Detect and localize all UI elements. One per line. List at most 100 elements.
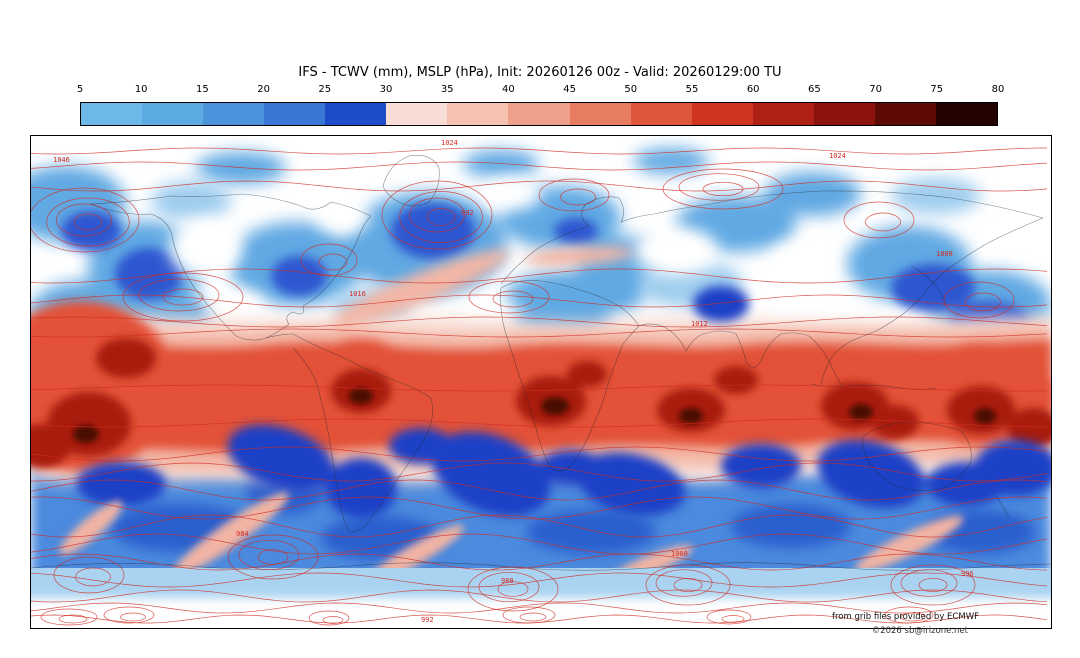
mslp-pressure-system [399, 191, 483, 243]
colorbar-segment [142, 103, 204, 125]
mslp-pressure-system [409, 197, 465, 233]
mslp-contour-label: 996 [961, 570, 974, 578]
mslp-pressure-system [478, 571, 540, 603]
mslp-isobar [31, 533, 1048, 555]
mslp-contour-label: 984 [236, 530, 249, 538]
colorbar-tick: 15 [196, 84, 209, 95]
map-frame: 1046 1024 1024 992 1016 1012 1008 984 988 992 1000… [30, 135, 1052, 629]
mslp-pressure-system [900, 612, 926, 622]
colorbar-tick: 60 [746, 84, 760, 95]
colorbar-segment [569, 103, 631, 125]
colorbar-segment [752, 103, 814, 125]
colorbar-segment [264, 103, 326, 125]
tcwv-fill-layer [31, 148, 1051, 628]
colorbar-tick: 55 [685, 84, 699, 95]
mslp-isobar [31, 446, 1048, 462]
mslp-pressure-system [381, 180, 493, 250]
mslp-pressure-system [662, 168, 784, 210]
mslp-pressure-system [673, 577, 703, 593]
mslp-pressure-system [322, 616, 344, 624]
mslp-pressure-system [492, 290, 534, 308]
mslp-pressure-system [467, 566, 559, 612]
colorbar-segment [935, 103, 997, 125]
mslp-pressure-system [678, 173, 760, 201]
data-credit: from grib files provided by ECMWF [832, 612, 979, 622]
mslp-isobar [31, 479, 1048, 501]
copyright-credit: ©2026 sb@irizone.net [871, 626, 968, 636]
mslp-contour-label: 1024 [441, 139, 458, 147]
mslp-contour-label: 1024 [829, 152, 846, 160]
mslp-pressure-system [890, 564, 976, 606]
colorbar-tick-labels: 5 10 15 20 25 30 35 40 45 50 55 60 65 70 75 80 [76, 84, 1005, 97]
mslp-pressure-system [120, 612, 146, 622]
mslp-isobar [31, 316, 1048, 328]
mslp-isobar [31, 161, 1048, 171]
mslp-pressure-system [75, 567, 111, 587]
colorbar-segment [81, 103, 143, 125]
mslp-contour-label: 992 [461, 209, 474, 217]
mslp-pressure-system [655, 569, 713, 597]
mslp-pressure-system [56, 203, 112, 237]
colorbar-segment [813, 103, 875, 125]
mslp-pressure-system [560, 188, 596, 206]
mslp-pressure-system [468, 280, 550, 314]
mslp-isobar [31, 418, 1048, 428]
colorbar-tick: 25 [318, 84, 332, 95]
mslp-isobar [31, 589, 1048, 603]
colorbar-tick: 50 [624, 84, 638, 95]
mslp-contour-labels: 1046 1024 1024 992 1016 1012 1008 984 988 992 1000… [53, 139, 974, 624]
mslp-pressure-system [300, 243, 358, 277]
mslp-isobar [31, 294, 1048, 308]
mslp-pressure-system [918, 577, 948, 593]
mslp-pressure-system [40, 608, 98, 626]
mslp-pressure-system [519, 612, 547, 622]
mslp-pressure-system [426, 208, 456, 226]
mslp-pressure-system [706, 609, 752, 625]
colorbar-tick: 65 [808, 84, 821, 95]
colorbar-tick: 45 [563, 84, 576, 95]
mslp-isobar [31, 462, 1048, 482]
colorbar-tick: 30 [379, 84, 393, 95]
colorbar-tick: 40 [502, 84, 515, 95]
mslp-isobar [31, 514, 1048, 538]
mslp-contour-label: 1008 [936, 250, 953, 258]
mslp-pressure-system [31, 187, 140, 253]
colorbar-segment [203, 103, 265, 125]
mslp-pressure-system [318, 253, 348, 271]
mslp-pressure-system [943, 281, 1015, 319]
mslp-pressure-system [257, 549, 289, 565]
colorbar-tick: 35 [440, 84, 454, 95]
colorbar-segment [630, 103, 692, 125]
colorbar-tick: 80 [991, 84, 1005, 95]
colorbar-segment [447, 103, 509, 125]
colorbar-segment [508, 103, 570, 125]
mslp-pressure-system [53, 556, 125, 594]
colorbar-scale [80, 102, 998, 126]
mslp-pressure-system [238, 539, 300, 571]
mslp-pressure-system [227, 534, 319, 580]
mslp-isobar [31, 602, 1048, 614]
mslp-contour-label: 1012 [691, 320, 708, 328]
colorbar-tick: 20 [257, 84, 270, 95]
mslp-pressure-system [502, 606, 556, 624]
colorbar-tick: 5 [76, 84, 84, 95]
mslp-pressure-system [645, 564, 731, 606]
mslp-pressure-system [162, 288, 204, 306]
mslp-isobar [31, 553, 1048, 571]
mslp-contour-label: 992 [421, 616, 434, 624]
mslp-pressure-system [58, 614, 88, 624]
mslp-pressure-system [721, 615, 745, 623]
colorbar-segment [325, 103, 387, 125]
mslp-pressure-system [497, 581, 529, 597]
world-map: 1046 1024 1024 992 1016 1012 1008 984 988 992 1000… [31, 136, 1051, 628]
mslp-contour-label: 1046 [53, 156, 70, 164]
mslp-contours [31, 147, 1048, 626]
mslp-pressure-system [73, 213, 103, 231]
mslp-contour-label: 1016 [349, 290, 366, 298]
mslp-pressure-system [865, 212, 901, 232]
colorbar: 5 10 15 20 25 30 35 40 45 50 55 60 65 70 75 80 [76, 84, 1005, 126]
mslp-pressure-system [843, 201, 915, 239]
colorbar-segment [386, 103, 448, 125]
mslp-isobar [31, 384, 1047, 392]
